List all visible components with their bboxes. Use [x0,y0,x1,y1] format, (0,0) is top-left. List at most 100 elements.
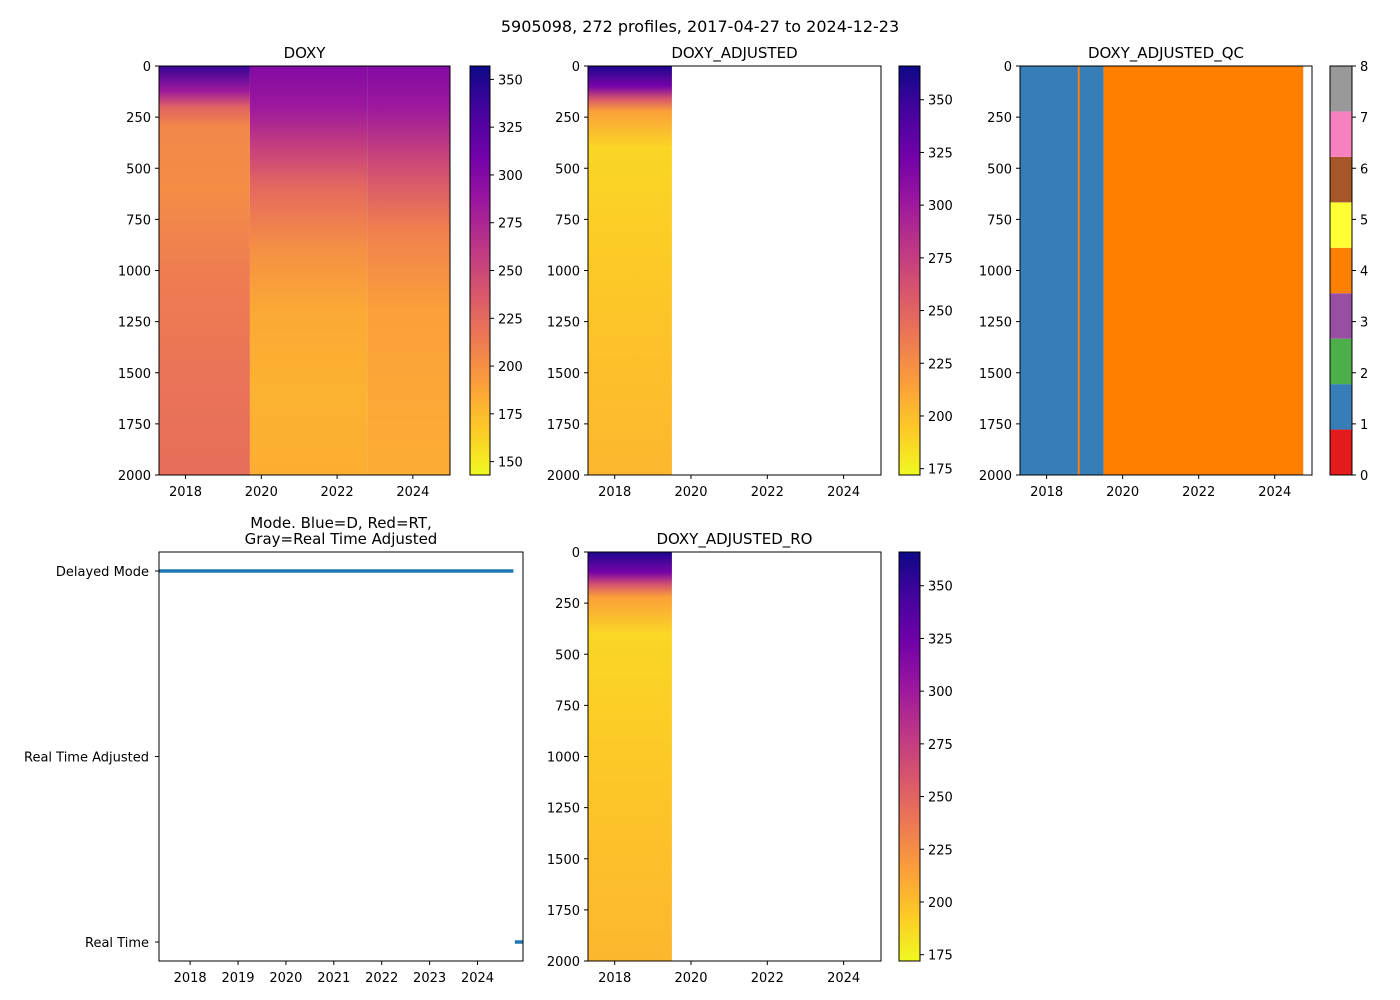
doxy_adjusted_qc-colorbar-swatch [1330,202,1352,248]
doxy_adjusted_ro-colorbar-label: 200 [928,896,953,911]
doxy_adjusted_ro-ytick-label: 1500 [547,853,580,868]
doxy_adjusted-colorbar [899,66,920,475]
doxy_adjusted-colorbar-label: 200 [928,410,953,425]
doxy_adjusted-data-band [588,66,672,475]
doxy_adjusted-ytick-label: 2000 [547,469,580,484]
doxy_adjusted_ro-xtick-label: 2018 [598,971,631,986]
doxy-title: DOXY [284,44,327,62]
doxy-ytick-label: 2000 [118,469,151,484]
doxy-colorbar-label: 200 [498,360,523,375]
mode-title: Gray=Real Time Adjusted [245,530,438,548]
doxy_adjusted-ytick-label: 1000 [547,265,580,280]
doxy-frame [158,65,451,476]
doxy_adjusted_qc-xtick-label: 2018 [1030,485,1063,500]
doxy_adjusted_qc-ytick-label: 500 [987,162,1012,177]
doxy_adjusted_qc-colorbar-label: 2 [1360,367,1368,382]
doxy_adjusted-title: DOXY_ADJUSTED [671,44,797,63]
doxy_adjusted_qc-colorbar-swatch [1330,293,1352,339]
doxy_adjusted_ro-colorbar-label: 325 [928,632,953,647]
doxy_adjusted_qc-colorbar-label: 4 [1360,265,1368,280]
mode-xtick-label: 2020 [269,971,302,986]
doxy_adjusted-ytick-label: 500 [555,162,580,177]
doxy_adjusted-ytick-label: 1250 [547,316,580,331]
doxy_adjusted_ro-title: DOXY_ADJUSTED_RO [657,530,813,549]
doxy_adjusted_qc-flag-segment [1103,66,1304,475]
doxy-ytick-label: 250 [126,111,151,126]
doxy_adjusted-colorbar-label: 300 [928,199,953,214]
doxy_adjusted_ro-colorbar-label: 350 [928,580,953,595]
doxy_adjusted-colorbar-label: 225 [928,357,953,372]
doxy_adjusted_ro-colorbar-frame [898,551,921,962]
mode-xtick-label: 2021 [317,971,350,986]
doxy_adjusted_qc-xtick-label: 2024 [1258,485,1291,500]
doxy-ytick-label: 1250 [118,316,151,331]
doxy-ytick-label: 0 [143,60,151,75]
doxy_adjusted_qc-ytick-label: 1000 [979,265,1012,280]
doxy-colorbar-label: 325 [498,121,523,136]
doxy_adjusted-colorbar-frame [898,65,921,476]
doxy-xtick-label: 2018 [169,485,202,500]
mode-xtick-label: 2018 [174,971,207,986]
doxy_adjusted_qc-colorbar-swatch [1330,384,1352,430]
mode-xtick-label: 2024 [461,971,494,986]
doxy_adjusted_qc-ytick-label: 1500 [979,367,1012,382]
doxy_adjusted_ro-colorbar-label: 175 [928,949,953,964]
doxy_adjusted_ro-ytick-label: 1000 [547,751,580,766]
doxy_adjusted_ro-ytick-label: 2000 [547,955,580,970]
doxy-colorbar-label: 225 [498,312,523,327]
doxy_adjusted-xtick-label: 2020 [674,485,707,500]
doxy_adjusted_qc-ytick-label: 1750 [979,418,1012,433]
doxy-ytick-label: 750 [126,213,151,228]
doxy_adjusted_qc-colorbar-label: 0 [1360,469,1368,484]
figure-title: 5905098, 272 profiles, 2017-04-27 to 202… [501,17,899,36]
doxy_adjusted_qc-colorbar-label: 7 [1360,111,1368,126]
doxy_adjusted_qc-colorbar-swatch [1330,429,1352,475]
doxy_adjusted-ytick-label: 750 [555,213,580,228]
doxy_adjusted_qc-ytick-label: 750 [987,213,1012,228]
mode-category-label: Real Time [85,936,149,951]
doxy_adjusted-frame [587,65,882,476]
doxy_adjusted_qc-colorbar-swatch [1330,66,1352,112]
doxy-data-band [249,66,368,475]
doxy-colorbar-label: 175 [498,408,523,423]
doxy_adjusted-ytick-label: 250 [555,111,580,126]
doxy_adjusted_qc-colorbar-swatch [1330,156,1352,203]
doxy-ytick-label: 1500 [118,367,151,382]
mode-xtick-label: 2023 [413,971,446,986]
mode-category-label: Real Time Adjusted [24,751,149,766]
doxy_adjusted_qc-colorbar-swatch [1330,338,1352,385]
doxy_adjusted-ytick-label: 0 [572,60,580,75]
doxy_adjusted_qc-title: DOXY_ADJUSTED_QC [1088,44,1244,63]
doxy_adjusted_ro-colorbar [899,552,920,961]
mode-xtick-label: 2022 [365,971,398,986]
doxy-colorbar-label: 250 [498,265,523,280]
doxy_adjusted_qc-colorbar-label: 3 [1360,316,1368,331]
doxy_adjusted_qc-flag-segment [1020,66,1104,475]
mode-frame [158,551,524,962]
doxy_adjusted_qc-colorbar-label: 5 [1360,213,1368,228]
doxy-ytick-label: 1750 [118,418,151,433]
doxy_adjusted_ro-colorbar-label: 250 [928,791,953,806]
doxy_adjusted-colorbar-label: 275 [928,252,953,267]
doxy-data-band [159,66,250,475]
doxy_adjusted-xtick-label: 2024 [827,485,860,500]
doxy_adjusted_qc-colorbar-swatch [1330,247,1352,294]
doxy_adjusted_qc-colorbar-label: 6 [1360,162,1368,177]
doxy_adjusted_ro-ytick-label: 0 [572,546,580,561]
doxy-data-band [367,66,450,475]
doxy_adjusted-colorbar-label: 250 [928,305,953,320]
mode-category-label: Delayed Mode [56,565,149,580]
doxy_adjusted-xtick-label: 2018 [598,485,631,500]
doxy_adjusted-ytick-label: 1750 [547,418,580,433]
doxy-ytick-label: 500 [126,162,151,177]
doxy_adjusted_qc-colorbar-label: 8 [1360,60,1368,75]
doxy-colorbar-label: 300 [498,169,523,184]
doxy_adjusted-colorbar-label: 325 [928,146,953,161]
doxy-colorbar-label: 350 [498,73,523,88]
doxy_adjusted_ro-xtick-label: 2024 [827,971,860,986]
doxy_adjusted_ro-ytick-label: 250 [555,597,580,612]
doxy_adjusted_qc-colorbar-label: 1 [1360,418,1368,433]
doxy-xtick-label: 2024 [396,485,429,500]
doxy_adjusted-ytick-label: 1500 [547,367,580,382]
